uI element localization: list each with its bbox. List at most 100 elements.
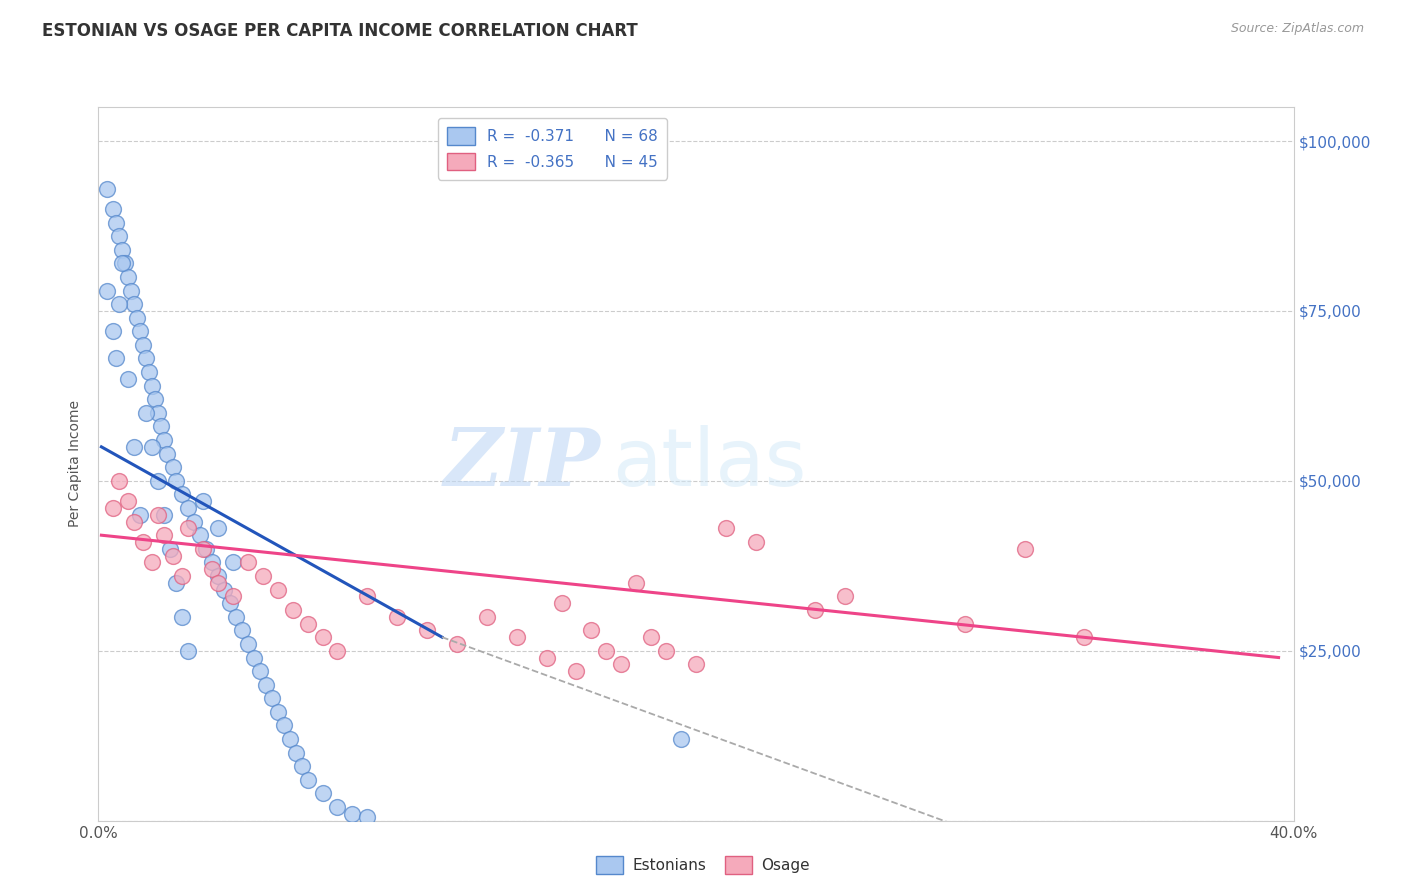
Point	[103, 324, 125, 338]
Point	[153, 508, 176, 522]
Point	[135, 406, 157, 420]
Point	[207, 575, 229, 590]
Point	[385, 609, 409, 624]
Point	[1073, 630, 1095, 644]
Point	[148, 508, 170, 522]
Point	[1014, 541, 1036, 556]
Point	[284, 746, 307, 760]
Point	[640, 630, 662, 644]
Point	[96, 284, 118, 298]
Point	[162, 549, 184, 563]
Point	[326, 644, 349, 658]
Point	[267, 705, 290, 719]
Point	[132, 338, 155, 352]
Point	[953, 616, 976, 631]
Point	[153, 528, 176, 542]
Point	[103, 501, 125, 516]
Point	[669, 732, 692, 747]
Point	[231, 624, 253, 638]
Point	[129, 324, 152, 338]
Point	[278, 732, 301, 747]
Point	[191, 494, 214, 508]
Point	[143, 392, 166, 407]
Legend: R =  -0.371  N = 68, R =  -0.365  N = 45: R = -0.371 N = 68, R = -0.365 N = 45	[439, 119, 666, 179]
Point	[201, 555, 224, 569]
Point	[105, 351, 128, 366]
Point	[129, 508, 152, 522]
Y-axis label: Per Capita Income: Per Capita Income	[69, 401, 83, 527]
Point	[550, 596, 572, 610]
Point	[156, 447, 179, 461]
Point	[222, 590, 245, 604]
Text: Source: ZipAtlas.com: Source: ZipAtlas.com	[1230, 22, 1364, 36]
Point	[297, 616, 319, 631]
Point	[114, 256, 136, 270]
Point	[281, 603, 304, 617]
Point	[135, 351, 157, 366]
Point	[249, 664, 271, 678]
Point	[148, 474, 170, 488]
Point	[356, 590, 378, 604]
Point	[446, 637, 468, 651]
Point	[172, 487, 194, 501]
Text: ESTONIAN VS OSAGE PER CAPITA INCOME CORRELATION CHART: ESTONIAN VS OSAGE PER CAPITA INCOME CORR…	[42, 22, 638, 40]
Point	[595, 644, 617, 658]
Text: ZIP: ZIP	[443, 425, 600, 502]
Point	[132, 535, 155, 549]
Point	[96, 181, 118, 195]
Point	[177, 644, 200, 658]
Point	[291, 759, 314, 773]
Legend: Estonians, Osage: Estonians, Osage	[589, 850, 817, 880]
Point	[141, 440, 163, 454]
Point	[177, 501, 200, 516]
Point	[165, 575, 187, 590]
Text: atlas: atlas	[613, 425, 807, 503]
Point	[207, 521, 229, 535]
Point	[745, 535, 768, 549]
Point	[610, 657, 633, 672]
Point	[536, 650, 558, 665]
Point	[124, 515, 146, 529]
Point	[120, 284, 142, 298]
Point	[138, 365, 160, 379]
Point	[165, 474, 187, 488]
Point	[212, 582, 235, 597]
Point	[273, 718, 295, 732]
Point	[117, 494, 139, 508]
Point	[108, 229, 131, 244]
Point	[236, 637, 259, 651]
Point	[127, 310, 149, 325]
Point	[141, 378, 163, 392]
Point	[626, 575, 648, 590]
Point	[834, 590, 856, 604]
Point	[141, 555, 163, 569]
Point	[297, 772, 319, 787]
Point	[581, 624, 603, 638]
Point	[124, 297, 146, 311]
Point	[162, 460, 184, 475]
Point	[159, 541, 181, 556]
Point	[342, 806, 364, 821]
Point	[254, 678, 277, 692]
Point	[655, 644, 678, 658]
Point	[191, 541, 214, 556]
Point	[201, 562, 224, 576]
Point	[150, 419, 173, 434]
Point	[219, 596, 242, 610]
Point	[685, 657, 707, 672]
Point	[108, 297, 131, 311]
Point	[356, 810, 378, 824]
Point	[243, 650, 266, 665]
Point	[252, 569, 274, 583]
Point	[183, 515, 205, 529]
Point	[111, 243, 134, 257]
Point	[117, 372, 139, 386]
Point	[565, 664, 588, 678]
Point	[172, 609, 194, 624]
Point	[148, 406, 170, 420]
Point	[714, 521, 737, 535]
Point	[103, 202, 125, 216]
Point	[311, 630, 333, 644]
Point	[326, 800, 349, 814]
Point	[225, 609, 247, 624]
